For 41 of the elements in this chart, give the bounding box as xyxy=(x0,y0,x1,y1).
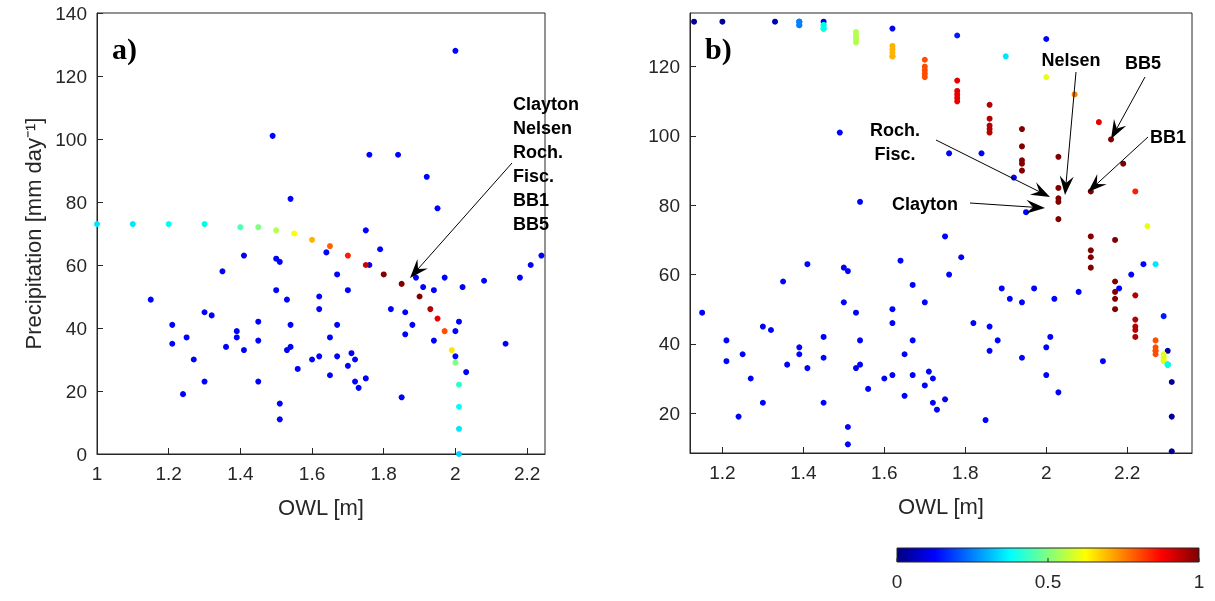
text: a) xyxy=(112,31,137,66)
y-tick-label: 40 xyxy=(658,333,680,355)
x-tick-label: 1.4 xyxy=(227,463,254,484)
x-tick-label: 1.4 xyxy=(790,462,817,483)
x-tick-label: 2 xyxy=(1040,462,1052,483)
y-tick-label: 100 xyxy=(55,128,87,150)
annotation: BB5 xyxy=(1124,53,1162,73)
annotation: Clayton xyxy=(891,194,959,214)
color-bar-label: 1 xyxy=(1193,571,1205,592)
x-tick-label: 1.2 xyxy=(709,462,736,483)
y-tick-label: 80 xyxy=(65,191,87,213)
annotation: Roch. Fisc. xyxy=(869,120,921,164)
x-tick-label: 1.6 xyxy=(871,462,898,483)
color-bar-label: 0.5 xyxy=(1034,571,1062,592)
x-axis-title: OWL [m] xyxy=(898,493,984,519)
x-tick-label: 1.8 xyxy=(952,462,979,483)
y-tick-label: 80 xyxy=(658,194,680,216)
x-tick-label: 1.8 xyxy=(370,463,397,484)
y-tick-label: 40 xyxy=(65,317,87,339)
annotation: BB1 xyxy=(1149,127,1187,147)
y-tick-label: 20 xyxy=(65,380,87,402)
y-tick-label: 60 xyxy=(658,264,680,286)
annotation: Nelsen xyxy=(1041,50,1101,70)
x-tick-label: 2.2 xyxy=(513,463,541,484)
y-tick-label: 0 xyxy=(76,443,87,465)
x-axis-title: OWL [m] xyxy=(278,494,364,520)
y-tick-label: 120 xyxy=(55,65,87,87)
y-tick-label: 100 xyxy=(648,125,680,147)
y-tick-label: 60 xyxy=(65,254,87,276)
y-axis-title: Precipitation [mm day⁻¹] xyxy=(20,117,46,350)
x-tick-label: 1.6 xyxy=(298,463,326,484)
y-tick-label: 140 xyxy=(55,2,87,24)
y-tick-label: 120 xyxy=(648,56,680,78)
annotation: Clayton Nelsen Roch. Fisc. BB1 BB5 xyxy=(513,94,580,234)
y-tick-label: 20 xyxy=(658,402,680,424)
text: b) xyxy=(705,31,732,66)
x-tick-label: 1.2 xyxy=(155,463,182,484)
x-tick-label: 2 xyxy=(450,463,461,484)
x-tick-label: 1 xyxy=(91,463,103,484)
x-tick-label: 2.2 xyxy=(1114,462,1141,483)
color-bar-label: 0 xyxy=(891,571,903,592)
